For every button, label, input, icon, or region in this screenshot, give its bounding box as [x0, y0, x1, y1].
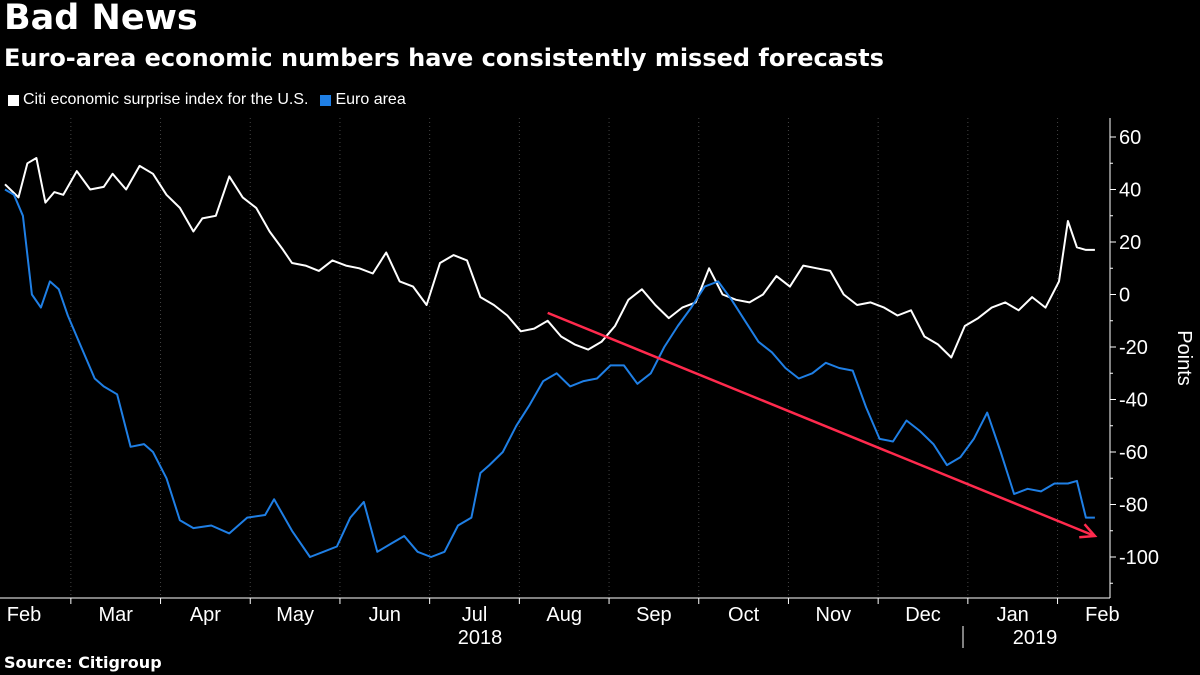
y-ticks: 60 40 20 0 -20 -40 -60 -80 -100: [1110, 127, 1159, 584]
x-tick-label: Oct: [728, 604, 760, 626]
legend-item-us: Citi economic surprise index for the U.S…: [8, 91, 308, 109]
legend-swatch-euro: [320, 94, 332, 106]
y-tick-label: 40: [1119, 180, 1141, 202]
y-tick-label: -100: [1119, 547, 1159, 569]
x-tick-label: Feb: [7, 604, 41, 626]
x-tick-label: Jul: [462, 604, 488, 626]
grid-lines: [70, 118, 1059, 598]
x-tick-label: May: [276, 604, 314, 626]
x-ticks: Feb Mar Apr May Jun Jul Aug Sep Oct Nov Dec Jan Feb 2…: [7, 598, 1120, 649]
y-tick-label: -60: [1119, 442, 1148, 464]
source-note: Source: Citigroup: [4, 653, 162, 672]
x-tick-label: Aug: [546, 604, 582, 626]
x-tick-label: Sep: [636, 604, 672, 626]
x-tick-label: Feb: [1085, 604, 1119, 626]
series-line-us: [4, 157, 1095, 359]
y-axis-label: Points: [1173, 330, 1195, 386]
legend-swatch-us: [8, 94, 19, 106]
trend-arrow-head: [1079, 523, 1098, 539]
trend-arrow-line: [547, 311, 1096, 538]
annotations: [547, 311, 1098, 539]
year-label-2018: 2018: [458, 627, 503, 649]
y-tick-label: -40: [1119, 390, 1148, 412]
x-tick-label: Jun: [369, 604, 401, 626]
x-tick-label: Apr: [190, 604, 221, 626]
y-tick-label: 60: [1119, 127, 1141, 149]
legend-item-euro: Euro area: [320, 91, 406, 109]
chart-title: Bad News: [4, 0, 198, 38]
y-tick-label: -20: [1119, 337, 1148, 359]
x-tick-label: Nov: [816, 604, 852, 626]
year-label-2019: 2019: [1013, 627, 1058, 649]
x-tick-label: Dec: [905, 604, 941, 626]
axes: [0, 118, 1111, 599]
y-tick-label: -80: [1119, 495, 1148, 517]
legend-label-us: Citi economic surprise index for the U.S…: [23, 91, 309, 108]
series-line-euro: [4, 188, 1095, 558]
x-tick-label: Mar: [98, 604, 133, 626]
y-tick-label: 0: [1119, 285, 1130, 307]
legend: Citi economic surprise index for the U.S…: [8, 91, 418, 109]
chart-subtitle: Euro-area economic numbers have consiste…: [4, 44, 884, 72]
series-lines: [4, 157, 1095, 558]
y-tick-label: 20: [1119, 232, 1141, 254]
legend-label-euro: Euro area: [335, 91, 406, 108]
x-tick-label: Jan: [997, 604, 1029, 626]
